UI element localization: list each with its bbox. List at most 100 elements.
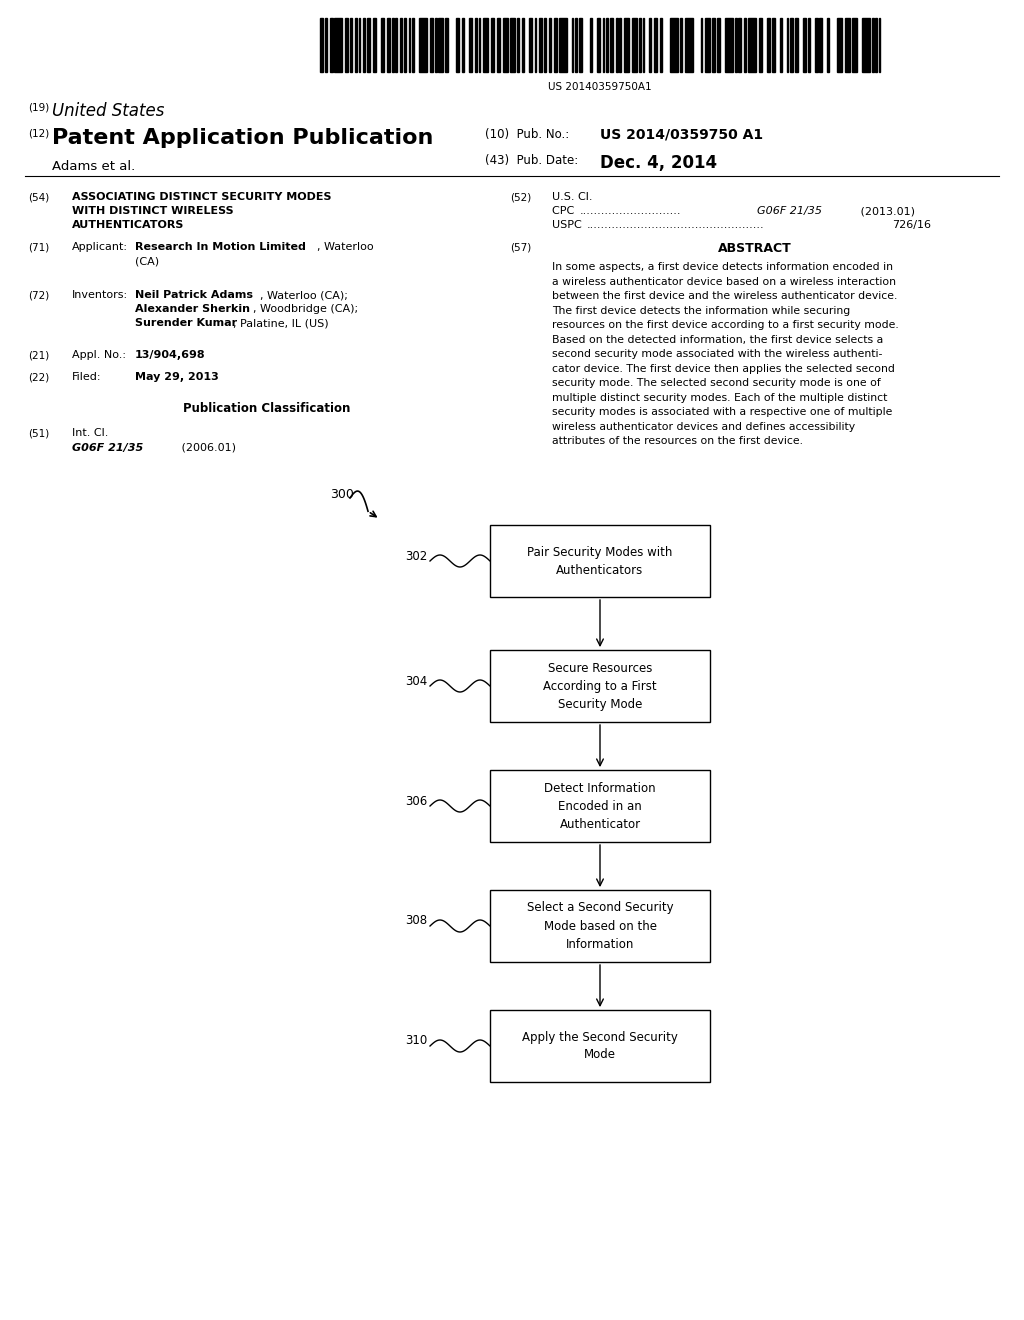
Bar — [490, 525, 710, 597]
Bar — [355, 18, 356, 73]
Bar — [490, 649, 710, 722]
Bar — [649, 18, 651, 73]
Text: (57): (57) — [510, 242, 531, 252]
Bar — [759, 18, 762, 73]
Text: (21): (21) — [28, 350, 49, 360]
Text: 310: 310 — [406, 1035, 427, 1048]
Text: ............................: ............................ — [580, 206, 682, 216]
Text: Surender Kumar: Surender Kumar — [135, 318, 238, 327]
Bar — [791, 18, 794, 73]
Bar — [700, 18, 702, 73]
Bar — [620, 18, 622, 73]
Bar — [772, 18, 775, 73]
Text: wireless authenticator devices and defines accessibility: wireless authenticator devices and defin… — [552, 421, 855, 432]
Text: security modes is associated with a respective one of multiple: security modes is associated with a resp… — [552, 407, 892, 417]
Bar — [330, 18, 333, 73]
Text: resources on the first device according to a first security mode.: resources on the first device according … — [552, 319, 899, 330]
Bar — [706, 18, 711, 73]
Text: (72): (72) — [28, 290, 49, 300]
Bar — [602, 18, 604, 73]
Bar — [838, 18, 842, 73]
Bar — [803, 18, 806, 73]
Bar — [345, 18, 348, 73]
Bar — [615, 18, 617, 73]
Text: 300: 300 — [330, 488, 354, 502]
Text: second security mode associated with the wireless authenti-: second security mode associated with the… — [552, 348, 883, 359]
Bar — [685, 18, 692, 73]
Bar — [845, 18, 850, 73]
Bar — [639, 18, 641, 73]
Text: (12): (12) — [28, 128, 49, 139]
Text: WITH DISTINCT WIRELESS: WITH DISTINCT WIRELESS — [72, 206, 233, 216]
Bar — [780, 18, 781, 73]
Bar — [606, 18, 608, 73]
Text: , Waterloo (CA);: , Waterloo (CA); — [260, 290, 348, 300]
Bar — [871, 18, 873, 73]
Bar — [852, 18, 857, 73]
Text: Based on the detected information, the first device selects a: Based on the detected information, the f… — [552, 334, 884, 345]
Bar — [808, 18, 810, 73]
Bar — [403, 18, 406, 73]
Bar — [862, 18, 870, 73]
Text: May 29, 2013: May 29, 2013 — [135, 372, 219, 381]
Bar — [559, 18, 566, 73]
Bar — [876, 18, 878, 73]
Bar — [392, 18, 393, 73]
Bar — [597, 18, 600, 73]
Bar — [625, 18, 629, 73]
Text: (43)  Pub. Date:: (43) Pub. Date: — [485, 154, 579, 168]
Bar — [670, 18, 678, 73]
Text: (71): (71) — [28, 242, 49, 252]
Text: (CA): (CA) — [135, 256, 159, 267]
Bar — [544, 18, 546, 73]
Bar — [492, 18, 495, 73]
Bar — [571, 18, 573, 73]
Text: Int. Cl.: Int. Cl. — [72, 428, 109, 438]
Text: (19): (19) — [28, 102, 49, 112]
Text: 302: 302 — [406, 549, 427, 562]
Text: ASSOCIATING DISTINCT SECURITY MODES: ASSOCIATING DISTINCT SECURITY MODES — [72, 191, 332, 202]
Bar — [504, 18, 508, 73]
Text: .................................................: ........................................… — [587, 220, 765, 230]
Text: cator device. The first device then applies the selected second: cator device. The first device then appl… — [552, 363, 895, 374]
Bar — [387, 18, 390, 73]
Bar — [575, 18, 577, 73]
Bar — [610, 18, 612, 73]
Text: Inventors:: Inventors: — [72, 290, 128, 300]
Text: G06F 21/35: G06F 21/35 — [72, 444, 143, 453]
Bar — [554, 18, 557, 73]
Text: , Woodbridge (CA);: , Woodbridge (CA); — [253, 304, 358, 314]
Text: Detect Information
Encoded in an
Authenticator: Detect Information Encoded in an Authent… — [544, 781, 655, 830]
Text: , Palatine, IL (US): , Palatine, IL (US) — [233, 318, 329, 327]
Bar — [367, 18, 370, 73]
Bar — [590, 18, 592, 73]
Text: Patent Application Publication: Patent Application Publication — [52, 128, 433, 148]
Text: 304: 304 — [406, 675, 427, 688]
Bar — [358, 18, 360, 73]
Bar — [654, 18, 657, 73]
Bar — [717, 18, 720, 73]
Bar — [350, 18, 352, 73]
Bar — [786, 18, 788, 73]
Text: ABSTRACT: ABSTRACT — [718, 242, 792, 255]
Text: CPC: CPC — [552, 206, 578, 216]
Bar — [490, 890, 710, 962]
Text: Research In Motion Limited: Research In Motion Limited — [135, 242, 306, 252]
Bar — [643, 18, 644, 73]
Text: Dec. 4, 2014: Dec. 4, 2014 — [600, 154, 717, 172]
Bar — [430, 18, 433, 73]
Bar — [738, 18, 741, 73]
Bar — [498, 18, 501, 73]
Bar — [435, 18, 436, 73]
Bar — [325, 18, 327, 73]
Bar — [462, 18, 464, 73]
Text: Neil Patrick Adams: Neil Patrick Adams — [135, 290, 253, 300]
Bar — [438, 18, 443, 73]
Bar — [819, 18, 822, 73]
Bar — [381, 18, 384, 73]
Bar — [478, 18, 480, 73]
Bar — [660, 18, 662, 73]
Bar — [735, 18, 736, 73]
Bar — [400, 18, 402, 73]
Text: security mode. The selected second security mode is one of: security mode. The selected second secur… — [552, 378, 881, 388]
